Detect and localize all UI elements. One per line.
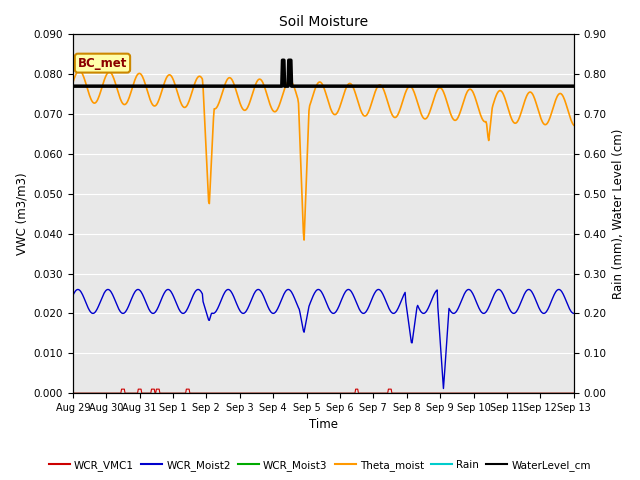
WCR_Moist2 — [69, 293, 77, 299]
WaterLevel_cm — [180, 83, 188, 89]
WCR_VMC1 — [385, 386, 392, 392]
WCR_VMC1 — [131, 390, 138, 396]
Theta_moist — [181, 105, 189, 110]
Text: BC_met: BC_met — [78, 57, 127, 70]
WCR_VMC1 — [399, 390, 407, 396]
WaterLevel_cm — [278, 58, 286, 63]
Rain — [78, 390, 86, 396]
Y-axis label: VWC (m3/m3): VWC (m3/m3) — [15, 172, 28, 255]
WCR_Moist2 — [399, 294, 407, 300]
Theta_moist — [385, 104, 393, 109]
WaterLevel_cm — [69, 83, 77, 89]
Rain — [570, 390, 577, 396]
WCR_Moist2 — [129, 292, 137, 298]
Theta_moist — [400, 95, 408, 101]
Theta_moist — [131, 79, 138, 85]
Theta_moist — [69, 80, 77, 86]
Theta_moist — [79, 71, 86, 77]
WaterLevel_cm — [570, 83, 577, 89]
WCR_VMC1 — [118, 386, 125, 392]
Rain — [399, 390, 406, 396]
Line: WCR_Moist2: WCR_Moist2 — [73, 289, 573, 388]
WCR_Moist3 — [78, 390, 86, 396]
WaterLevel_cm — [385, 83, 392, 89]
WaterLevel_cm — [78, 83, 86, 89]
WCR_Moist2 — [385, 304, 392, 310]
X-axis label: Time: Time — [308, 419, 338, 432]
Rain — [180, 390, 188, 396]
WCR_Moist2 — [180, 310, 188, 316]
Theta_moist — [570, 122, 577, 128]
WCR_Moist2 — [224, 287, 232, 292]
WCR_VMC1 — [570, 390, 577, 396]
Rain — [207, 390, 214, 396]
Theta_moist — [300, 237, 308, 243]
Title: Soil Moisture: Soil Moisture — [278, 15, 368, 29]
WCR_Moist3 — [384, 390, 392, 396]
Line: WaterLevel_cm: WaterLevel_cm — [73, 60, 573, 86]
WCR_Moist3 — [180, 390, 188, 396]
WaterLevel_cm — [207, 83, 214, 89]
WCR_Moist3 — [570, 390, 577, 396]
WCR_VMC1 — [181, 390, 189, 396]
WaterLevel_cm — [399, 83, 407, 89]
Theta_moist — [76, 68, 83, 73]
WCR_Moist2 — [440, 385, 447, 391]
WCR_Moist2 — [207, 313, 214, 319]
WCR_VMC1 — [78, 390, 86, 396]
WCR_Moist2 — [78, 290, 86, 296]
Theta_moist — [207, 158, 215, 164]
WaterLevel_cm — [129, 83, 137, 89]
Line: Theta_moist: Theta_moist — [73, 71, 573, 240]
Line: WCR_VMC1: WCR_VMC1 — [73, 389, 573, 393]
WCR_Moist3 — [207, 390, 214, 396]
WCR_Moist3 — [129, 390, 137, 396]
WCR_Moist3 — [399, 390, 406, 396]
Rain — [129, 390, 137, 396]
WCR_VMC1 — [69, 390, 77, 396]
Y-axis label: Rain (mm), Water Level (cm): Rain (mm), Water Level (cm) — [612, 129, 625, 299]
Rain — [384, 390, 392, 396]
WCR_Moist2 — [570, 311, 577, 316]
Rain — [69, 390, 77, 396]
WCR_Moist3 — [69, 390, 77, 396]
WCR_VMC1 — [207, 390, 215, 396]
Legend: WCR_VMC1, WCR_Moist2, WCR_Moist3, Theta_moist, Rain, WaterLevel_cm: WCR_VMC1, WCR_Moist2, WCR_Moist3, Theta_… — [45, 456, 595, 475]
